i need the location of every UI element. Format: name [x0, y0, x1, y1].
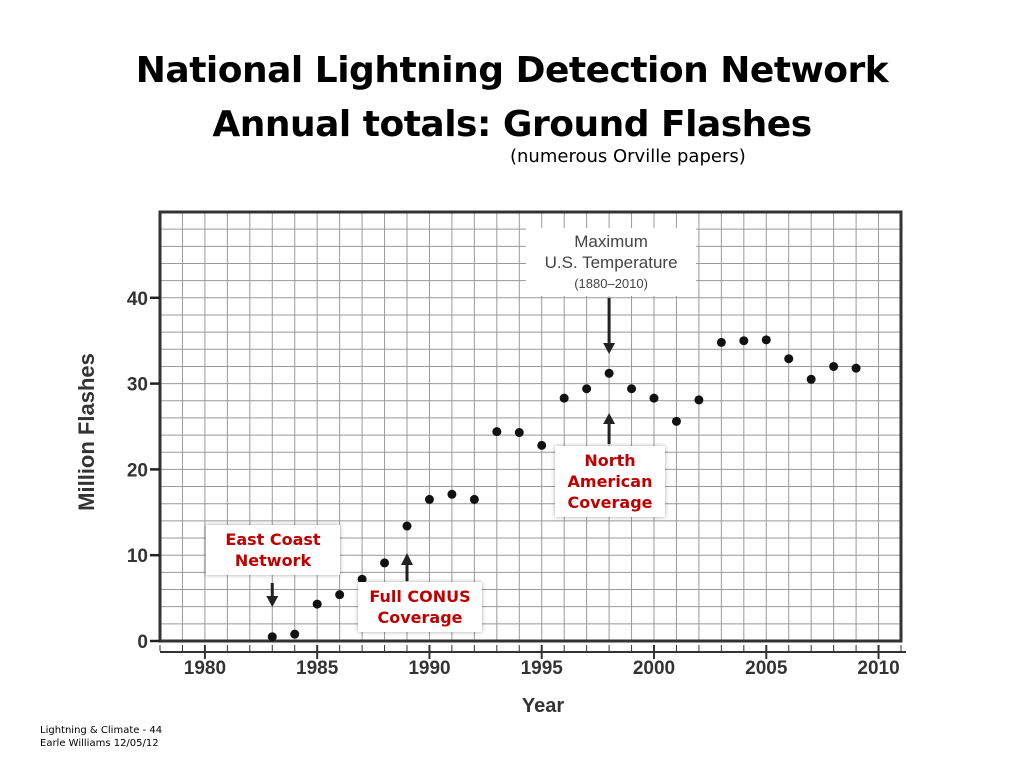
callout-north-american-line1: North — [584, 451, 636, 470]
data-point — [312, 599, 322, 609]
data-point — [380, 558, 390, 568]
data-point — [784, 354, 794, 364]
data-point — [739, 336, 749, 346]
slide-title-line2: Annual totals: Ground Flashes — [212, 104, 812, 145]
annotation-line: (1880–2010) — [574, 276, 648, 291]
data-point — [582, 384, 592, 394]
y-axis-label: Million Flashes — [74, 353, 99, 511]
arrow-up-head-full-conus — [401, 553, 413, 565]
x-tick-label: 1985 — [296, 658, 339, 679]
callout-north-american-line3: Coverage — [567, 493, 653, 512]
x-tick-label: 1980 — [184, 658, 226, 679]
data-point — [335, 590, 345, 600]
arrow-down-head-max-temp — [603, 343, 616, 354]
data-point — [559, 393, 569, 403]
data-point — [447, 489, 457, 499]
slide-title-line1: National Lightning Detection Network — [135, 50, 889, 91]
data-point — [604, 368, 614, 378]
slide-subtitle: (numerous Orville papers) — [510, 146, 746, 167]
data-point — [761, 335, 771, 345]
x-tick-label: 2005 — [745, 658, 788, 679]
callout-east-coast-line2: Network — [234, 551, 312, 570]
y-tick-label: 40 — [127, 289, 148, 310]
footer-line1: Lightning & Climate - 44 — [40, 725, 163, 736]
callout-north-american-coverage: North American Coverage — [555, 446, 665, 517]
data-point — [694, 395, 704, 405]
plot-frame — [158, 210, 903, 643]
data-point — [402, 521, 412, 531]
callout-north-american-line2: American — [567, 472, 653, 491]
data-point — [627, 384, 637, 394]
callout-full-conus-line1: Full CONUS — [369, 587, 471, 606]
callout-east-coast-network: East Coast Network — [206, 525, 340, 575]
callout-full-conus-line2: Coverage — [377, 608, 463, 627]
data-point — [514, 428, 524, 438]
annotation-line: U.S. Temperature — [545, 253, 678, 272]
data-point — [492, 427, 502, 437]
annotation-line: Maximum — [574, 232, 648, 251]
data-point — [537, 440, 547, 450]
y-tick-label: 10 — [127, 546, 148, 567]
data-point — [424, 494, 434, 504]
data-point — [649, 393, 659, 403]
arrow-down-head-east-coast — [266, 596, 279, 607]
x-tick-label: 1990 — [408, 658, 450, 679]
data-point — [671, 416, 681, 426]
callout-full-conus-coverage: Full CONUS Coverage — [358, 582, 482, 632]
data-point — [829, 361, 839, 371]
data-point — [716, 337, 726, 347]
footer-line2: Earle Williams 12/05/12 — [40, 738, 159, 749]
data-point — [357, 574, 367, 584]
x-tick-label: 2000 — [633, 658, 675, 679]
x-axis-label: Year — [522, 695, 564, 717]
x-tick-label: 1995 — [521, 658, 564, 679]
y-tick-label: 20 — [127, 460, 148, 481]
data-point — [469, 494, 479, 504]
data-point — [806, 374, 816, 384]
data-point — [290, 629, 300, 639]
arrow-up-head-north-american — [603, 413, 616, 424]
annotation-box — [526, 228, 696, 296]
data-point — [851, 363, 861, 373]
callout-east-coast-line1: East Coast — [225, 530, 321, 549]
data-point — [267, 632, 277, 642]
y-tick-label: 0 — [137, 632, 148, 653]
y-tick-label: 30 — [127, 375, 148, 396]
x-tick-label: 2010 — [857, 658, 899, 679]
